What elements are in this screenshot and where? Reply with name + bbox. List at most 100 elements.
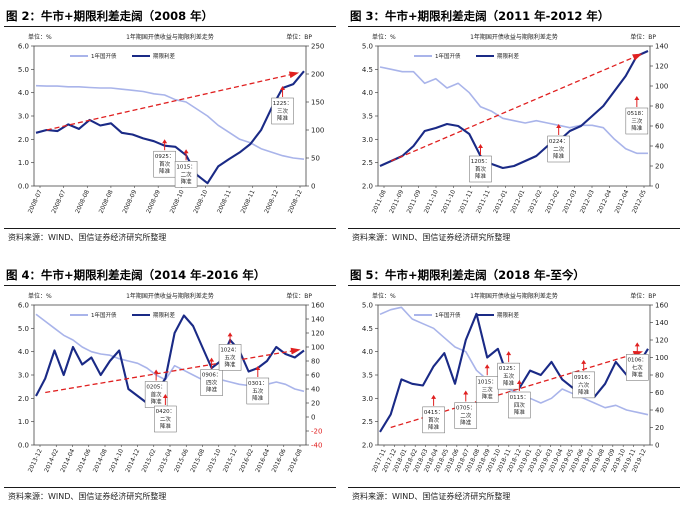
x-tick-label: 2008-12	[263, 189, 280, 215]
annotation-box	[497, 362, 520, 390]
right-tick-label: 0	[655, 442, 659, 450]
right-tick-label: 250	[311, 43, 324, 51]
x-tick-label: 2015-12	[222, 448, 239, 474]
right-tick-label: 0	[311, 414, 315, 422]
annotation-date: 0420：	[156, 409, 176, 415]
left-unit-label: 单位：%	[372, 292, 396, 300]
annotation-date: 1225：	[273, 101, 293, 107]
left-tick-label: 2.0	[18, 395, 29, 403]
chart-svg: 单位：% 单位：BP 1年期国开债收益与期限利差走势 2.0 2.5 3.0 3.5 4.0 4…	[362, 33, 669, 215]
annotation-label: 降准	[514, 408, 526, 416]
left-unit-label: 单位：%	[372, 33, 396, 41]
annotation-arrowhead	[516, 380, 522, 384]
annotation-label: 首次	[475, 165, 487, 173]
right-tick-label: 100	[311, 127, 324, 135]
source-note: 资料来源：WIND、国信证券经济研究所整理	[8, 492, 167, 501]
annotation-label: 降准	[252, 394, 264, 402]
x-tick-label: 2016-04	[254, 448, 271, 474]
x-tick-label: 2014-04	[59, 448, 76, 474]
x-tick-label: 2008-10	[192, 189, 209, 215]
x-tick-label: 2014-10	[108, 448, 125, 474]
annotation-date: 0115：	[510, 395, 530, 401]
annotation-label: 五次	[252, 387, 264, 395]
right-unit-label: 单位：BP	[286, 33, 312, 41]
right-tick-label: 150	[311, 99, 324, 107]
annotation-label: 降准	[428, 423, 440, 431]
left-tick-label: 3.5	[362, 113, 373, 121]
right-tick-label: 20	[655, 163, 664, 171]
x-tick-label: 2014-12	[124, 448, 141, 474]
annotation-label: 降准	[159, 167, 171, 175]
annotation-label: 五次	[503, 372, 515, 380]
annotation-label: 三次	[631, 117, 643, 125]
x-tick-label: 2016-06	[271, 448, 288, 474]
annotation-arrowhead	[431, 394, 437, 399]
annotation-label: 三次	[482, 385, 494, 393]
right-tick-label: 60	[311, 372, 320, 380]
x-tick-label: 2008-09	[121, 189, 138, 215]
title-rule	[4, 285, 336, 286]
legend-label: 期限利差	[153, 311, 176, 319]
annotation-arrowhead	[280, 86, 286, 90]
annotation-box	[271, 97, 294, 125]
right-unit-label: 单位：BP	[630, 292, 656, 300]
right-unit-label: 单位：BP	[286, 292, 312, 300]
x-tick-label: 2015-06	[173, 448, 190, 474]
chart-panel-3: 图 4：牛市+期限利差走阔（2014 年-2016 年） 单位：% 单位：BP 1年…	[0, 259, 340, 513]
series-line-term-spread	[379, 50, 649, 170]
x-tick-label: 2012-02	[527, 189, 544, 215]
x-tick-label: 2012-04	[596, 189, 613, 215]
trend-arrow-head	[288, 71, 300, 79]
annotation-box	[625, 107, 649, 135]
left-tick-label: 3.0	[18, 372, 29, 380]
annotation-label: 降准	[460, 419, 472, 427]
chart-svg: 单位：% 单位：BP 1年期国开债收益与期限利差走势 2.0 2.5 3.0 3.5 4.0 4…	[362, 292, 669, 474]
annotation-arrowhead	[634, 96, 640, 100]
x-tick-label: 2015-08	[189, 448, 206, 474]
annotation-box	[154, 405, 177, 433]
left-tick-label: 5.0	[18, 66, 29, 74]
legend-label: 期限利差	[497, 311, 520, 319]
annotation-label: 二次	[160, 415, 172, 423]
annotation-arrowhead	[183, 149, 189, 154]
annotation-label: 降准	[632, 370, 644, 378]
annotation-label: 四次	[206, 379, 218, 387]
right-tick-label: 140	[311, 316, 324, 324]
trend-arrow-head	[290, 347, 301, 355]
annotation-box	[469, 155, 492, 183]
right-tick-label: 40	[655, 143, 664, 151]
chart-svg: 单位：% 单位：BP 1年期国开债收益与期限利差走势 0.0 1.0 2.0 3.0 4.0 5…	[18, 292, 325, 474]
annotation-date: 0301：	[248, 381, 268, 387]
legend: 1年国开债 期限利差	[70, 52, 176, 60]
left-tick-label: 1.0	[18, 159, 29, 167]
trend-arrow-line	[390, 55, 638, 162]
annotation-arrowhead	[478, 144, 483, 148]
annotation-arrowhead	[506, 351, 512, 356]
annotation-box	[174, 161, 198, 188]
right-tick-label: 140	[655, 319, 668, 327]
annotation-label: 降准	[631, 124, 643, 132]
trend-arrow-line	[46, 73, 294, 131]
left-tick-label: 4.5	[362, 325, 373, 333]
annotation-label: 降准	[277, 114, 289, 122]
x-tick-label: 2016-02	[238, 448, 255, 474]
right-tick-label: 120	[655, 337, 668, 345]
annotation-arrowhead	[581, 359, 587, 364]
x-tick-label: 2011-10	[440, 189, 457, 215]
annotation-box	[572, 371, 595, 399]
x-tick-label: 2014-08	[92, 448, 109, 474]
trend-arrow-line	[45, 349, 295, 394]
left-tick-label: 4.0	[18, 89, 29, 97]
x-tick-label: 2015-02	[141, 448, 158, 474]
annotation-box	[508, 391, 531, 419]
left-tick-label: 4.0	[362, 348, 373, 356]
right-tick-label: 80	[655, 372, 664, 380]
annotation-date: 1015：	[477, 379, 497, 385]
x-tick-label: 2012-01	[510, 189, 527, 215]
